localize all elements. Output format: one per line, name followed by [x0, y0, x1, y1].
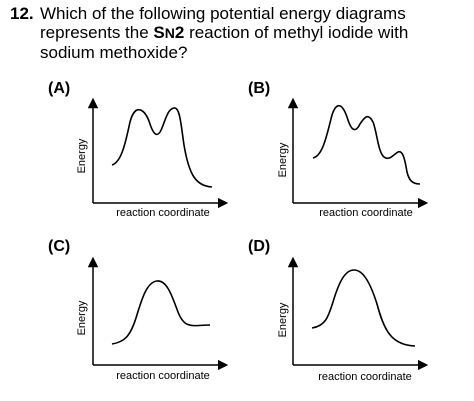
panel-b: Energy reaction coordinate — [277, 97, 429, 219]
panel-d-curve — [311, 269, 416, 347]
panel-d: Energy reaction coordinate — [277, 256, 429, 383]
question-line-2-post: reaction of methyl iodide with — [184, 23, 409, 42]
sn2-n: N — [164, 25, 175, 41]
sn2-s: S — [153, 23, 165, 42]
sn2-2: 2 — [174, 23, 185, 42]
question-number: 12. — [10, 4, 34, 23]
panel-a: Energy reaction coordinate — [76, 97, 229, 219]
panel-d-ylabel: Energy — [277, 302, 289, 337]
panel-b-xlabel: reaction coordinate — [319, 207, 413, 219]
panel-c-curve — [111, 280, 211, 345]
question-line-2: represents the SN2 reaction of methyl io… — [40, 23, 470, 43]
question-line-1: Which of the following potential energy … — [40, 4, 406, 23]
panel-c: Energy reaction coordinate — [76, 256, 229, 382]
panel-c-xlabel: reaction coordinate — [116, 370, 210, 382]
panel-b-ylabel: Energy — [277, 142, 289, 177]
panel-c-ylabel: Energy — [76, 300, 88, 335]
panel-b-label: (B) — [248, 80, 271, 97]
panel-b-curve — [312, 104, 421, 185]
panel-d-label: (D) — [248, 238, 271, 255]
panel-a-curve — [111, 107, 213, 188]
question-line-3: sodium methoxide? — [40, 43, 188, 62]
sn2-term: SN2 — [153, 23, 184, 42]
panel-a-ylabel: Energy — [76, 138, 88, 173]
panel-a-label: (A) — [48, 80, 71, 97]
question-line-2-pre: represents the — [40, 23, 154, 42]
question-text: Which of the following potential energy … — [40, 4, 470, 62]
panel-a-xlabel: reaction coordinate — [116, 207, 210, 219]
panel-d-xlabel: reaction coordinate — [318, 371, 412, 383]
panel-c-label: (C) — [48, 238, 71, 255]
